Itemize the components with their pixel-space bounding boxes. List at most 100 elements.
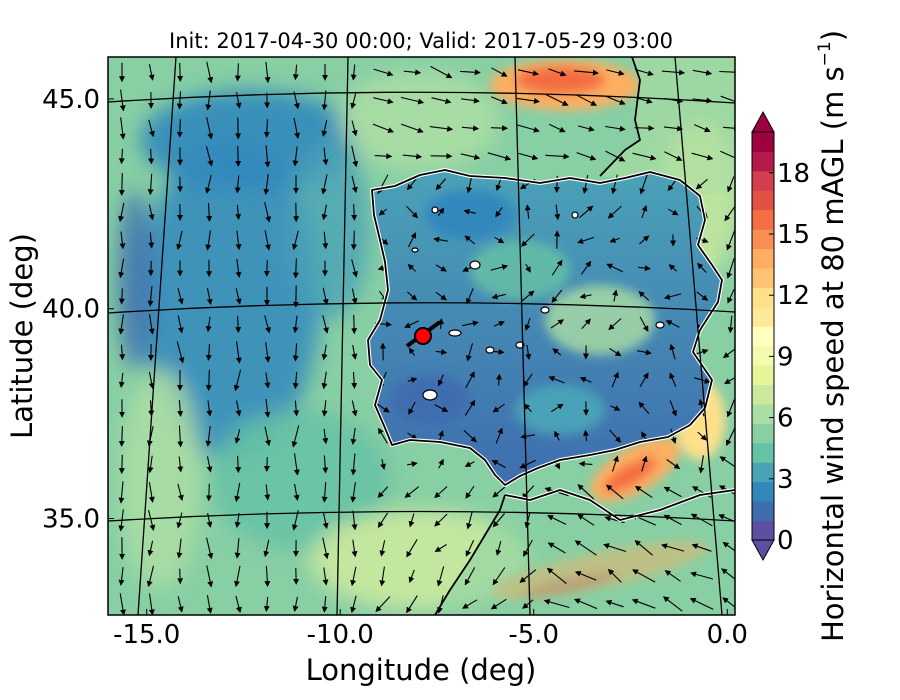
wind-arrow — [609, 237, 620, 243]
wind-arrow — [525, 344, 532, 360]
wind-arrow — [264, 565, 271, 588]
wind-arrow — [373, 97, 394, 105]
wind-arrow — [579, 376, 592, 383]
colorbar-band — [752, 209, 774, 230]
wind-arrow — [379, 540, 386, 557]
wind-arrow — [264, 484, 271, 501]
wind-arrow — [176, 538, 183, 559]
wind-arrow — [493, 321, 505, 327]
wind-arrow — [351, 371, 358, 389]
wind-arrow — [377, 512, 389, 528]
wind-arrow — [520, 433, 535, 440]
wind-arrow — [436, 566, 445, 587]
wind-arrow — [491, 67, 508, 77]
wind-arrow — [434, 486, 448, 499]
wind-arrow — [177, 399, 184, 417]
wind-arrow — [464, 235, 476, 245]
wind-arrow — [434, 404, 449, 412]
wind-arrow — [177, 288, 184, 305]
wind-arrow — [403, 69, 422, 76]
wind-arrow — [206, 400, 213, 417]
wind-arrow — [234, 482, 241, 503]
wind-arrow — [235, 230, 242, 251]
wind-arrow — [669, 372, 677, 387]
x-axis-ticks: -15.0 -10.0 -5.0 0.0 — [113, 609, 748, 650]
wind-arrow — [605, 125, 626, 132]
wind-arrow — [438, 458, 444, 469]
wind-arrow — [321, 400, 328, 417]
wind-arrow — [611, 455, 619, 472]
wind-arrow — [235, 400, 242, 417]
wind-arrow — [582, 429, 589, 442]
wind-arrow — [350, 427, 357, 445]
wind-arrow — [235, 315, 242, 334]
colorbar-band — [752, 384, 774, 405]
wind-arrow — [322, 455, 329, 474]
wind-arrow — [547, 515, 567, 525]
wind-arrow — [263, 539, 270, 558]
wind-arrow — [264, 145, 271, 168]
wind-arrow — [293, 91, 300, 110]
wind-arrow — [550, 403, 564, 413]
wind-arrow — [519, 459, 537, 469]
wind-arrow — [638, 265, 651, 272]
wind-arrow — [460, 69, 481, 76]
wind-arrow — [636, 97, 653, 104]
wind-arrow — [118, 172, 125, 196]
wind-arrow — [610, 405, 621, 411]
wind-arrow — [641, 205, 648, 219]
wind-arrow — [235, 455, 242, 474]
wind-arrow — [235, 145, 242, 167]
wind-arrow — [147, 509, 156, 531]
wind-arrow — [669, 400, 677, 417]
wind-arrow — [435, 264, 447, 272]
wind-arrow — [292, 64, 299, 81]
wind-arrow — [663, 125, 684, 132]
wind-arrow — [407, 291, 418, 301]
wind-arrow — [668, 208, 679, 216]
wind-arrow — [374, 153, 393, 160]
wind-arrow — [546, 94, 569, 106]
wind-arrow — [408, 569, 415, 584]
wind-arrow — [490, 598, 507, 610]
colorbar-band — [752, 170, 774, 191]
wind-arrow — [233, 369, 242, 392]
wind-arrow — [206, 565, 214, 588]
wind-arrow — [351, 344, 358, 360]
wind-arrow — [148, 593, 155, 615]
wind-arrow — [118, 258, 125, 279]
wind-arrow — [264, 399, 271, 418]
wind-arrow — [577, 484, 595, 500]
wind-arrow — [235, 341, 242, 364]
map-plot-area — [108, 57, 735, 615]
wind-arrow — [461, 125, 480, 132]
wind-arrow — [264, 61, 271, 84]
wind-arrow — [406, 178, 417, 191]
wind-arrow — [118, 314, 125, 335]
wind-arrow — [376, 403, 390, 413]
wind-arrow — [292, 146, 299, 167]
wind-arrow — [407, 461, 418, 467]
wind-arrow — [437, 374, 444, 387]
colorbar-frame — [751, 131, 775, 541]
wind-arrow — [118, 481, 125, 504]
wind-arrow — [176, 512, 183, 529]
wind-arrow — [148, 119, 155, 138]
wind-arrow — [548, 123, 566, 133]
chart-title: Init: 2017-04-30 00:00; Valid: 2017-05-2… — [169, 29, 673, 53]
wind-arrow — [264, 230, 271, 251]
wind-arrow — [321, 119, 328, 137]
wind-arrow — [351, 510, 358, 531]
colorbar: 0 3 6 9 12 15 18 Horizontal wind speed at 80 m… — [751, 30, 850, 642]
wind-arrow — [322, 537, 330, 560]
wind-arrow — [663, 293, 682, 300]
wind-arrow — [491, 293, 506, 300]
wind-arrow — [494, 348, 505, 355]
wind-arrow — [118, 567, 125, 586]
wind-arrow — [293, 483, 300, 501]
wind-arrow — [435, 291, 447, 301]
wind-arrow — [264, 372, 271, 389]
wind-arrow — [437, 207, 445, 217]
wind-arrow — [146, 565, 155, 588]
